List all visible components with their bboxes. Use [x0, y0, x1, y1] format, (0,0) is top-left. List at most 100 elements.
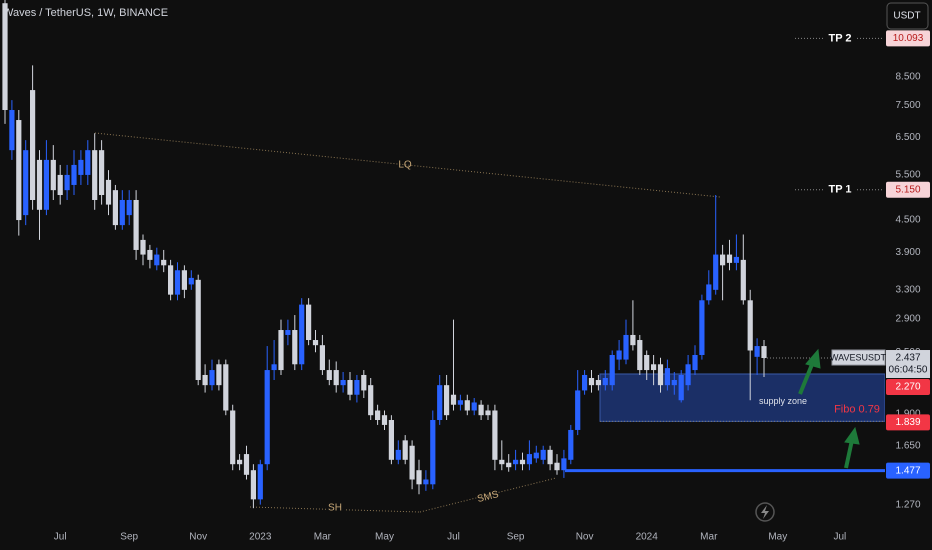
price-axis [885, 0, 932, 550]
candle-body [23, 150, 29, 216]
candle-body [513, 459, 519, 465]
candle-body [720, 254, 726, 266]
currency-button[interactable] [886, 2, 929, 30]
candle-body [630, 334, 636, 346]
x-tick-label: Nov [576, 532, 594, 543]
candle-body [526, 454, 532, 465]
candle-body [188, 277, 194, 285]
arrow-shaft [844, 439, 854, 469]
candle-body [582, 374, 588, 391]
zone-price-text: 2.270 [895, 382, 920, 393]
candle-body [416, 470, 422, 485]
candle-body [409, 445, 415, 480]
candle-body [36, 159, 43, 210]
candle-body [657, 364, 664, 386]
lq-label: LQ [398, 160, 412, 171]
target-label: TP 1 [828, 184, 851, 196]
candle-body [209, 370, 215, 386]
candle-body [499, 459, 505, 465]
candle-body [485, 410, 491, 416]
candle-body [740, 259, 746, 301]
x-tick-label: Jul [447, 532, 460, 543]
arrow-shaft [798, 361, 815, 395]
candle-body [223, 364, 229, 411]
candle-body [423, 479, 429, 485]
candle-body [699, 300, 705, 355]
candle-body [726, 254, 733, 263]
candle-body [16, 120, 22, 221]
sh-label-bg [326, 501, 344, 514]
candle-body [568, 429, 574, 460]
candle-body [595, 380, 601, 386]
candle-body [588, 377, 595, 386]
candle-body [147, 249, 153, 260]
x-tick-label: Mar [314, 532, 332, 543]
candle-body [2, 3, 8, 111]
candle-body [92, 150, 98, 200]
candle-body [388, 420, 394, 460]
last-price-box [886, 350, 930, 379]
sh-label: SH [328, 503, 342, 514]
candle-body [381, 415, 388, 425]
candle-body [126, 199, 132, 216]
candle-body [671, 380, 677, 386]
y-tick-label: 1.900 [895, 409, 920, 420]
candle-body [271, 364, 277, 371]
candle-body [375, 410, 381, 421]
candle-body [478, 404, 484, 416]
candle-body [174, 270, 181, 295]
annotations [94, 132, 721, 513]
candle-body [402, 440, 408, 460]
sh-line [249, 506, 421, 513]
y-tick-label: 3.300 [895, 284, 920, 295]
x-tick-label: 2024 [636, 532, 659, 543]
candle-body [450, 394, 457, 405]
candle-body [602, 377, 608, 386]
candle-body [437, 385, 443, 421]
candle-body [444, 385, 450, 416]
x-tick-label: May [768, 532, 787, 543]
candle-body [685, 364, 691, 386]
candle-body [561, 458, 567, 471]
candle-body [664, 368, 670, 386]
candle-body [306, 304, 312, 341]
supply-zone [599, 373, 886, 422]
candle-body [168, 265, 174, 295]
supply-zone-label: supply zone [759, 396, 807, 406]
candle-body [464, 400, 470, 411]
candle-body [161, 259, 167, 266]
candle-body [50, 159, 56, 191]
candle-body [492, 410, 498, 460]
candle-body [616, 350, 622, 360]
y-tick-label: 8.500 [895, 72, 920, 83]
fibo-price-text: 1.839 [895, 417, 920, 428]
target-price-text: 5.150 [895, 184, 920, 195]
currency[interactable]: USDT [893, 11, 920, 22]
candle-body [78, 159, 84, 175]
candle-body [57, 174, 63, 196]
candle-body [154, 254, 160, 266]
target-price-text: 10.093 [893, 33, 924, 44]
sms-label: SMS [476, 489, 500, 505]
target-label: TP 2 [828, 32, 851, 44]
target-price-box [886, 30, 930, 47]
candle-body [112, 190, 118, 226]
candle-body [644, 354, 650, 371]
candle-body [85, 150, 91, 175]
fibo-price-box [886, 414, 930, 431]
candle-body [506, 462, 512, 468]
candle-body [237, 459, 243, 465]
icon[interactable] [755, 502, 775, 522]
candle-body [202, 374, 208, 386]
candle-body [312, 340, 319, 346]
x-tick-label: Sep [120, 532, 138, 543]
y-tick-label: 1.270 [895, 499, 920, 510]
candle-body [292, 330, 298, 365]
y-tick-label: 5.500 [895, 170, 920, 181]
candle-body [264, 370, 270, 465]
x-tick-label: Nov [189, 532, 207, 543]
candle-body [575, 390, 581, 430]
candle-body [99, 150, 105, 196]
